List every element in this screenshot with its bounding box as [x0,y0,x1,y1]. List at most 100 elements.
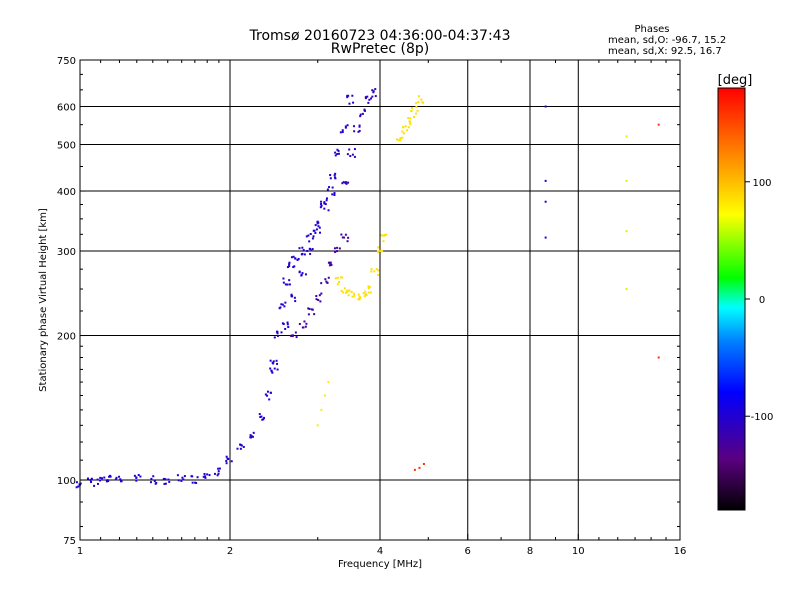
data-point [340,233,343,236]
data-point [266,390,269,393]
x-tick-label: 10 [572,546,585,557]
data-point [344,233,347,236]
data-point [373,270,376,273]
data-point [364,97,367,100]
data-point [331,186,334,189]
data-point [342,181,345,184]
data-point [346,289,349,292]
data-point [341,236,344,239]
data-point [249,434,252,437]
data-point [270,370,273,373]
data-point [367,101,370,104]
data-point [346,290,349,293]
data-point [217,470,220,473]
data-point [308,240,311,243]
data-point [294,257,297,260]
data-point [347,181,350,184]
data-point [300,273,303,276]
data-point [415,112,418,115]
data-point [294,300,297,303]
data-point [396,138,399,141]
data-point [372,91,375,94]
data-point [338,280,341,283]
data-point [351,153,354,156]
data-point [336,276,339,279]
data-point [320,282,323,285]
data-point [276,332,279,335]
data-point [415,105,418,108]
data-point [295,336,298,339]
data-point [318,231,321,234]
data-point [353,294,356,297]
data-point [380,234,383,237]
data-point [402,132,405,135]
data-point [294,331,297,334]
data-point [308,307,311,310]
data-point [226,457,229,460]
data-point [260,415,263,418]
data-point [333,193,336,196]
data-point [286,283,289,286]
data-point [346,124,349,127]
data-point [416,109,419,112]
colorbar-ticks: 100 0 -100 [745,178,773,423]
data-point [119,480,122,483]
data-point [249,436,252,439]
data-point [290,335,293,338]
data-point [409,121,412,124]
data-point [407,126,410,129]
data-point [370,97,373,100]
x-tick-label: 1 [77,546,83,557]
data-point [167,478,170,481]
data-point [217,472,220,475]
data-point [357,298,360,301]
x-tick-label: 16 [674,546,687,557]
data-point [282,277,285,280]
data-point [327,209,330,212]
data-point [363,108,366,111]
data-point [358,295,361,298]
data-point [164,482,167,485]
data-point [420,98,423,101]
data-point [409,123,412,126]
data-point [280,303,283,306]
data-point [250,435,253,438]
data-point [368,98,371,101]
data-point [327,381,330,384]
data-point [90,481,93,484]
x-axis-ticks: 1 2 4 6 8 10 16 [77,60,687,557]
data-point [349,155,352,158]
data-point [343,236,346,239]
data-point [353,292,356,295]
data-point [307,234,310,237]
data-point [191,481,194,484]
data-point [162,477,165,480]
data-point [150,477,153,480]
data-point [303,320,306,323]
data-point [317,225,320,228]
data-point [339,131,342,134]
chart-title: Tromsø 20160723 04:36:00-04:37:43 [249,28,511,44]
x-tick-label: 8 [527,546,533,557]
data-point [262,418,265,421]
y-tick-label: 300 [57,247,76,258]
data-point [341,131,344,134]
data-point [114,478,117,481]
data-point [371,89,374,92]
data-point [315,295,318,298]
data-point [314,224,317,227]
data-point [401,130,404,133]
data-point [311,248,314,251]
data-point [288,263,291,266]
data-point [101,477,104,480]
data-point [275,359,278,362]
data-point [367,291,370,294]
data-point [417,100,420,103]
data-point [320,408,323,411]
data-point [302,249,305,252]
data-point [311,237,314,240]
x-tick-label: 2 [227,546,233,557]
data-point [225,455,228,458]
data-point [286,266,289,269]
data-point [380,250,383,253]
